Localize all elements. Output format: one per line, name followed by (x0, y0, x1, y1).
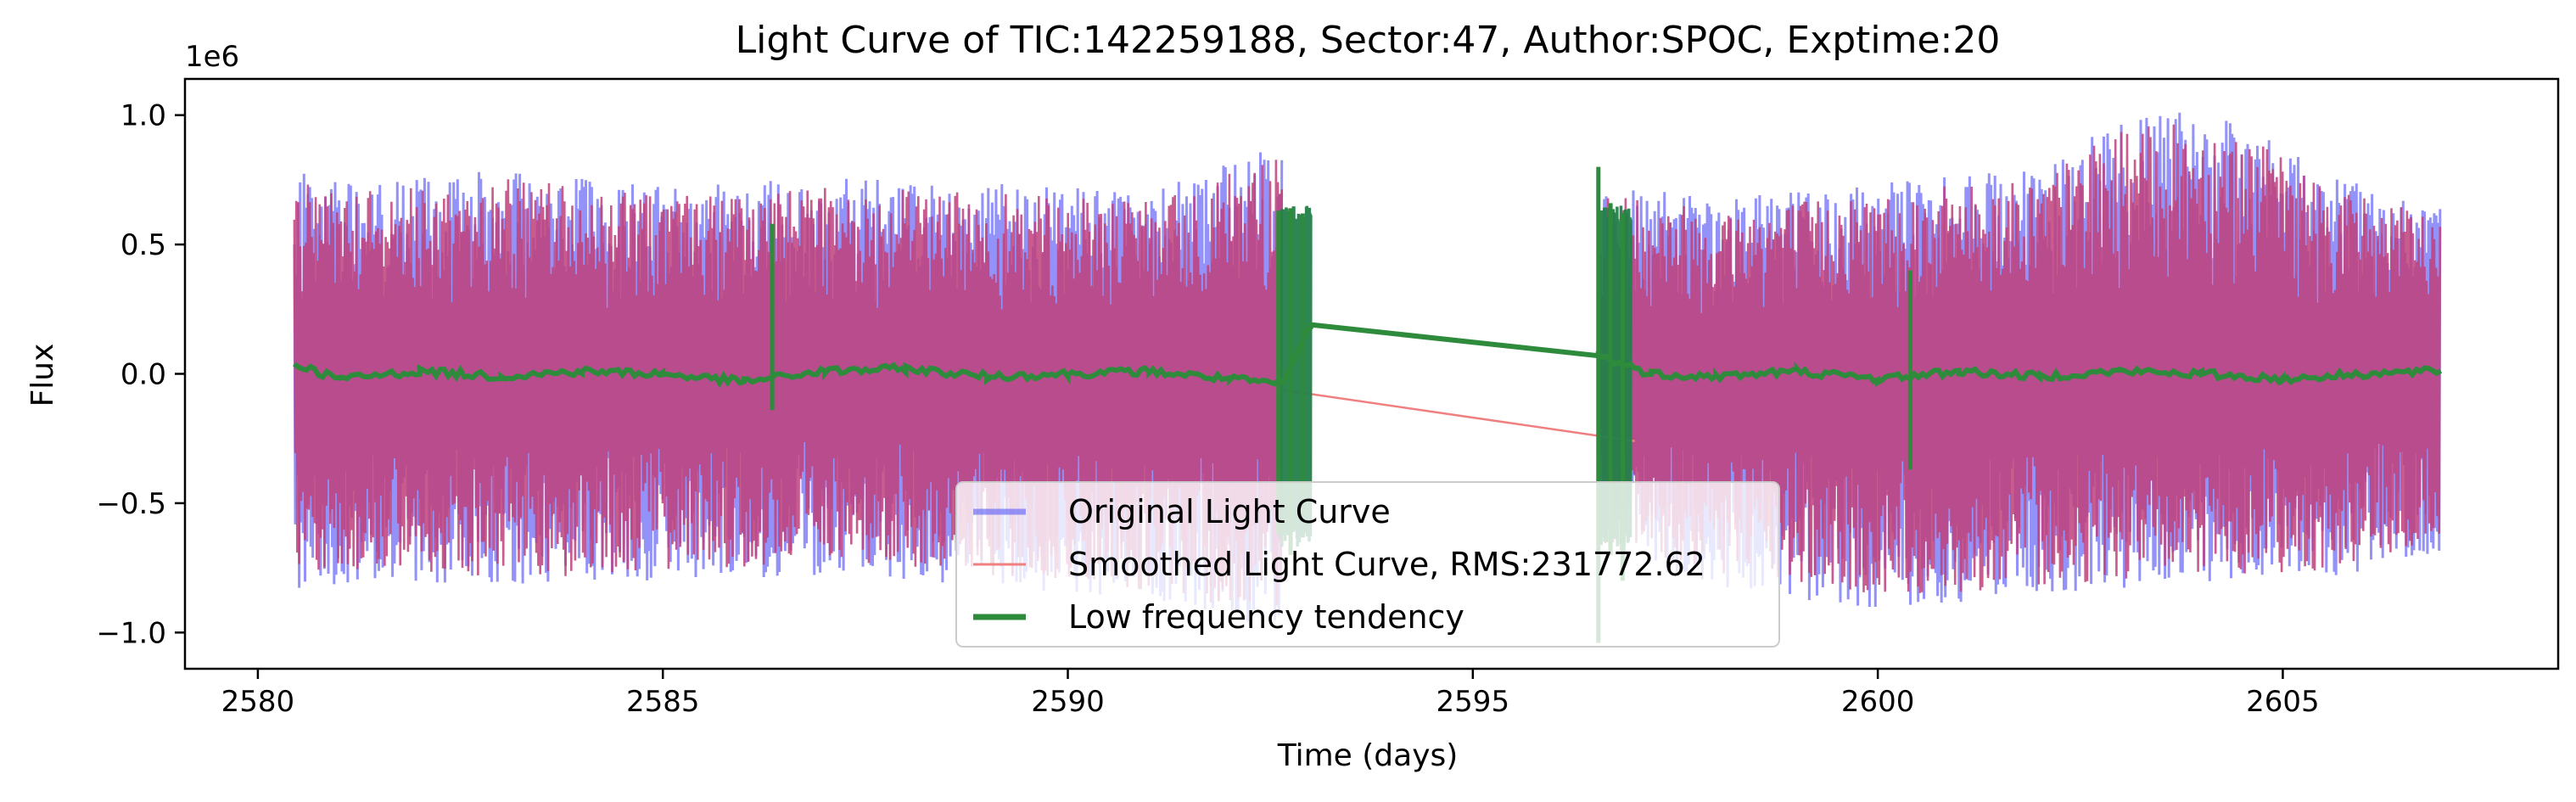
y-tick-label: 0.5 (120, 228, 166, 262)
low-frequency-tendency-line (293, 322, 2443, 389)
trend-burst-0 (1276, 205, 1313, 547)
y-tick-label: 0.0 (120, 358, 166, 392)
x-tick-label: 2595 (1436, 685, 1510, 719)
y-tick-label: −0.5 (96, 487, 166, 521)
x-tick-label: 2590 (1031, 685, 1105, 719)
smoothed-light-curve-segment-1 (1597, 124, 2442, 593)
smoothed-light-curve-segment-0 (293, 160, 1283, 606)
x-tick-label: 2600 (1841, 685, 1915, 719)
plot-content (293, 112, 2443, 643)
x-axis: 2580 2585 2590 2595 2600 2605 (221, 669, 2320, 719)
chart-title: Light Curve of TIC:142259188, Sector:47,… (736, 19, 2001, 62)
legend-label-trend: Low frequency tendency (1068, 598, 1464, 636)
y-tick-label: 1.0 (120, 99, 166, 133)
legend-box (955, 481, 1780, 648)
legend: Original Light Curve Smoothed Light Curv… (955, 481, 1780, 648)
x-tick-label: 2580 (221, 685, 295, 719)
x-tick-label: 2585 (626, 685, 700, 719)
y-tick-label: −1.0 (96, 616, 166, 650)
y-axis-label: Flux (25, 344, 60, 407)
smoothed-gap-line (1278, 388, 1635, 442)
trend-burst-1 (1597, 205, 1632, 547)
y-axis: −1.0 −0.5 0.0 0.5 1.0 (96, 99, 185, 650)
y-multiplier-label: 1e6 (185, 40, 239, 74)
legend-label-original: Original Light Curve (1068, 493, 1391, 530)
x-axis-label: Time (days) (1277, 738, 1459, 773)
x-tick-label: 2605 (2246, 685, 2320, 719)
legend-label-smoothed: Smoothed Light Curve, RMS:231772.62 (1068, 546, 1705, 583)
